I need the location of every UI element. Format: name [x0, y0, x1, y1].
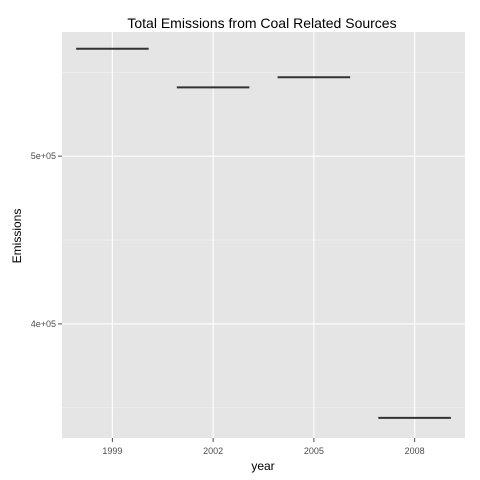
x-tick-label: 1999: [102, 446, 122, 456]
chart-title: Total Emissions from Coal Related Source…: [127, 15, 396, 31]
x-axis-label: year: [251, 459, 274, 473]
x-tick-label: 2008: [405, 446, 425, 456]
y-tick-label: 4e+05: [31, 319, 56, 329]
y-axis: 4e+05 5e+05: [31, 151, 62, 329]
data-marks: [76, 47, 451, 419]
y-tick-label: 5e+05: [31, 151, 56, 161]
x-axis: 1999 2002 2005 2008: [102, 438, 425, 456]
x-tick-label: 2002: [203, 446, 223, 456]
x-tick-label: 2005: [304, 446, 324, 456]
plot-panel: [62, 32, 465, 438]
grid: [62, 32, 465, 438]
y-axis-label: Emissions: [10, 209, 24, 264]
